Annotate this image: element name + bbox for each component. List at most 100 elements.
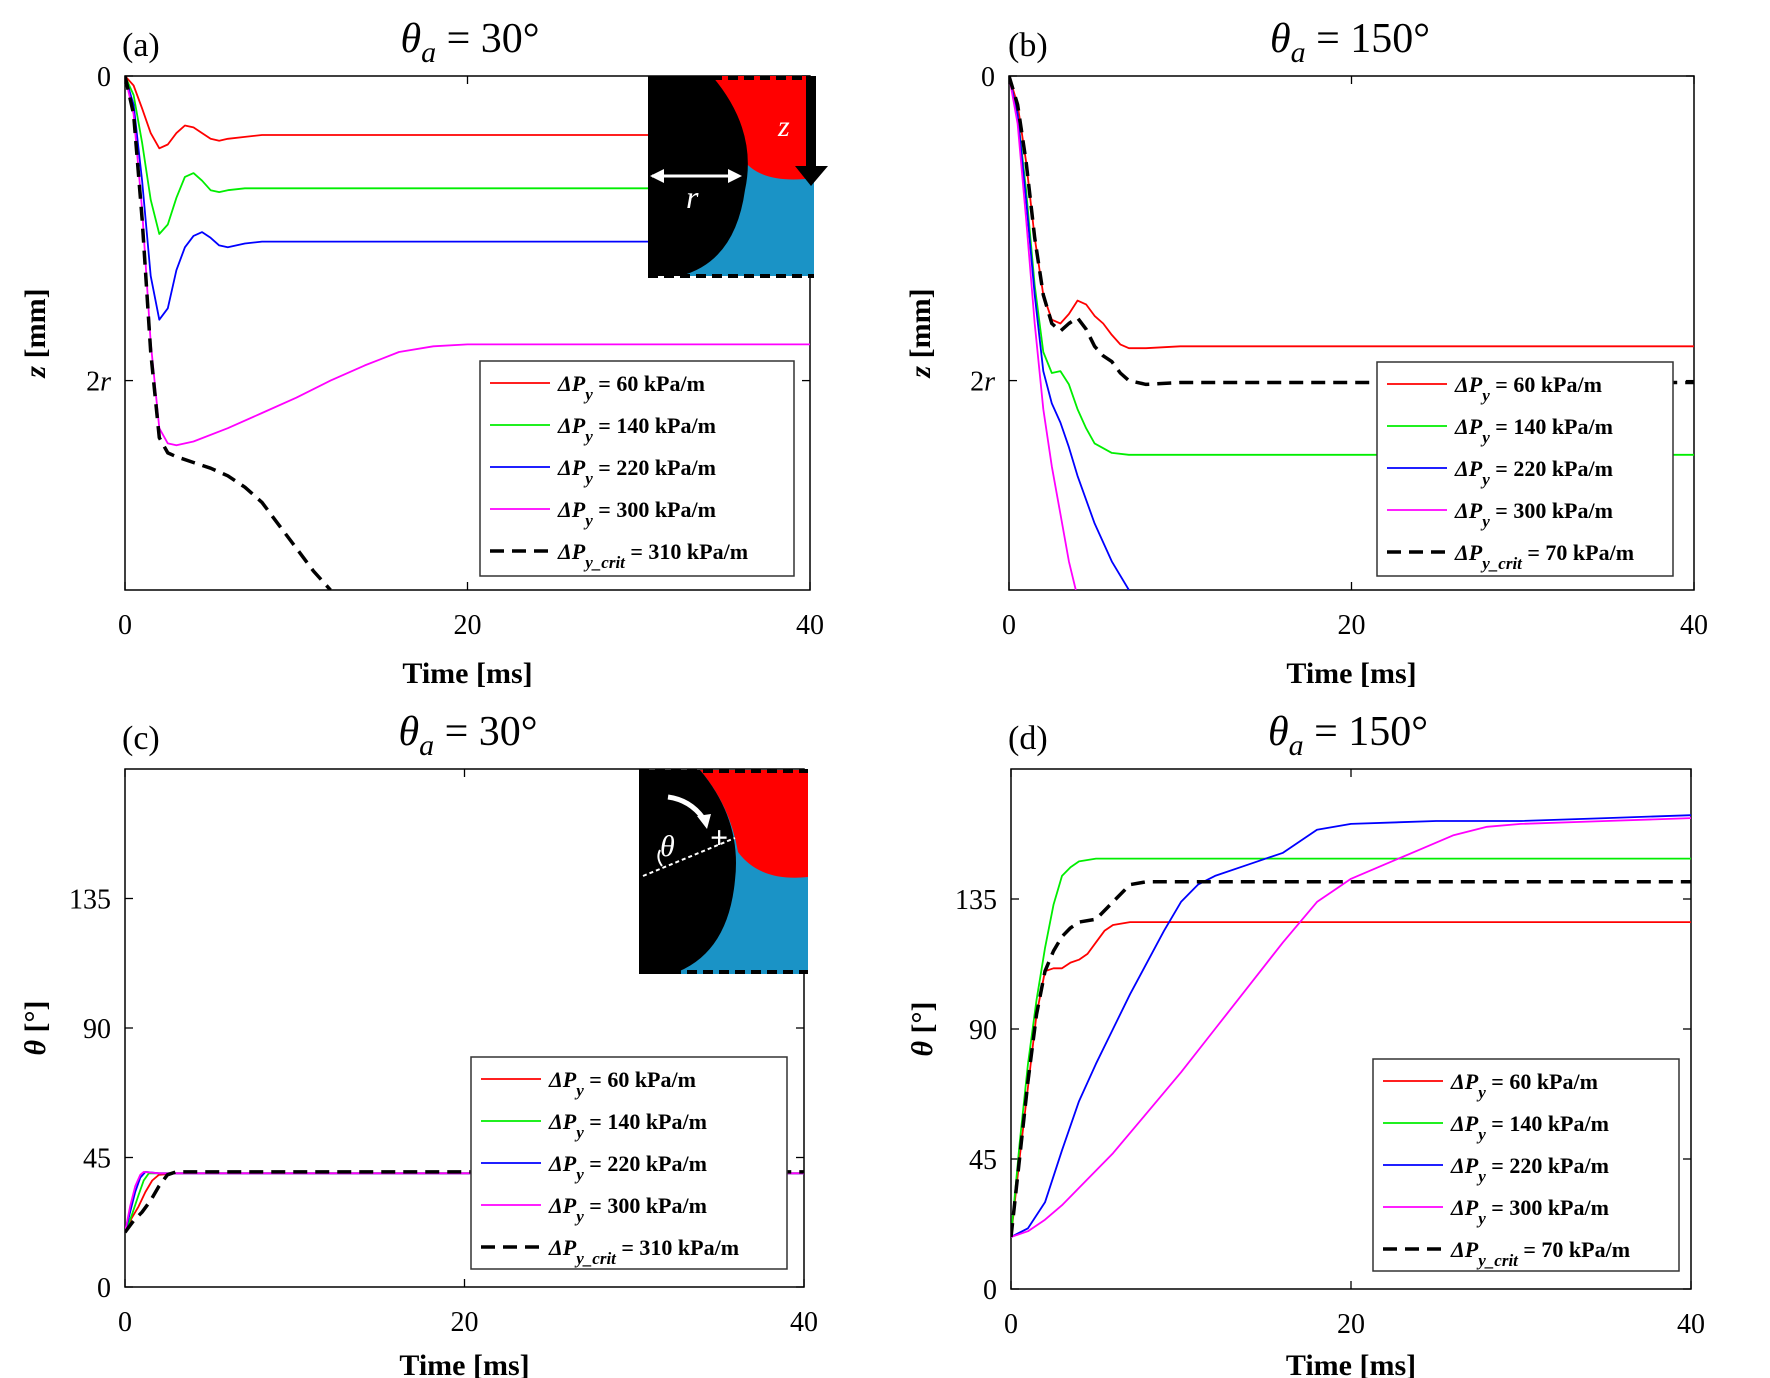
inset-schematic: θ +: [639, 769, 808, 974]
legend-label: ΔPy_crit = 70 kPa/m: [1450, 1237, 1630, 1270]
series-line: [125, 76, 810, 235]
y-tick-label: 135: [955, 885, 997, 916]
series-line: [1011, 814, 1691, 1238]
series-group: [125, 1170, 804, 1234]
series-group: [1009, 76, 1694, 590]
y-tick-label: 90: [83, 1014, 111, 1045]
x-tick-label: 0: [1004, 1309, 1018, 1340]
legend-label: ΔPy = 300 kPa/m: [557, 497, 716, 530]
legend-label: ΔPy = 220 kPa/m: [1454, 456, 1613, 489]
series-line: [125, 76, 810, 321]
inset-angle-arc: [657, 849, 663, 867]
panel-label: (c): [122, 720, 160, 757]
y-axis-label: θ [°]: [906, 1001, 939, 1056]
inset-rotation-arrow: [667, 794, 706, 820]
inset-plus-label: +: [710, 819, 728, 855]
inset-arrow-shaft: [806, 76, 816, 166]
y-tick-label: 0: [983, 1275, 997, 1306]
inset-oil: [648, 76, 814, 180]
y-tick-label: 0: [97, 1273, 111, 1304]
legend-label: ΔPy = 60 kPa/m: [557, 371, 705, 404]
y-axis-label: z [mm]: [19, 288, 52, 378]
legend-label: ΔPy = 300 kPa/m: [1450, 1195, 1609, 1228]
legend-label: ΔPy_crit = 310 kPa/m: [548, 1235, 739, 1268]
inset-theta-label: θ: [660, 830, 675, 863]
x-tick-label: 20: [451, 1307, 479, 1338]
series-line: [1011, 817, 1691, 1238]
series-line: [125, 1170, 804, 1234]
series-group: [125, 76, 810, 590]
legend-label: ΔPy = 300 kPa/m: [548, 1193, 707, 1226]
legend-label: ΔPy = 220 kPa/m: [1450, 1153, 1609, 1186]
inset-grain: [639, 770, 736, 974]
legend: ΔPy = 60 kPa/m ΔPy = 140 kPa/m ΔPy = 220 k…: [1376, 361, 1674, 577]
legend-label: ΔPy = 140 kPa/m: [548, 1109, 707, 1142]
series-line: [1011, 879, 1691, 1238]
y-tick-label: 2r: [970, 367, 995, 398]
legend-label: ΔPy = 140 kPa/m: [557, 413, 716, 446]
y-tick-label: 0: [981, 62, 995, 93]
y-tick-label: 90: [969, 1015, 997, 1046]
inset-z-label: z: [777, 110, 790, 143]
legend-label: ΔPy_crit = 310 kPa/m: [557, 539, 748, 572]
legend-label: ΔPy = 60 kPa/m: [548, 1067, 696, 1100]
x-tick-label: 0: [118, 610, 132, 641]
chart-panel-d: 0 20 40 0 45 90 135 θa = 150° (d) Time [ms] θ [°] Δ…: [906, 709, 1705, 1378]
y-axis-label: z [mm]: [904, 288, 937, 378]
inset-oil: [639, 770, 808, 878]
inset-arrow-head: [795, 166, 828, 186]
y-tick-label: 45: [83, 1144, 111, 1175]
legend-label: ΔPy = 300 kPa/m: [1454, 498, 1613, 531]
legend-label: ΔPy = 140 kPa/m: [1454, 414, 1613, 447]
legend: ΔPy = 60 kPa/m ΔPy = 140 kPa/m ΔPy = 220 k…: [479, 360, 795, 577]
legend: ΔPy = 60 kPa/m ΔPy = 140 kPa/m ΔPy = 220 k…: [1372, 1058, 1680, 1272]
series-line: [1009, 76, 1130, 590]
chart-panel-b: 0 20 40 0 2r θa = 150° (b) Time [ms] z [mm] ΔPy =…: [904, 16, 1708, 690]
x-axis-label: Time [ms]: [1286, 1349, 1416, 1378]
series-line: [125, 1171, 804, 1233]
inset-r-label: r: [686, 179, 699, 215]
series-line: [1009, 76, 1694, 387]
legend-box: [1376, 361, 1674, 577]
legend-label: ΔPy = 220 kPa/m: [557, 455, 716, 488]
y-axis-label: θ [°]: [19, 1000, 52, 1055]
legend-label: ΔPy = 60 kPa/m: [1454, 372, 1602, 405]
series-line: [125, 76, 332, 590]
series-group: [1011, 814, 1691, 1238]
panel-label: (b): [1008, 27, 1048, 64]
panel-title: θa = 30°: [400, 16, 539, 69]
panel-label: (d): [1008, 720, 1048, 757]
series-line: [1009, 76, 1694, 350]
legend-label: ΔPy = 220 kPa/m: [548, 1151, 707, 1184]
legend-label: ΔPy = 60 kPa/m: [1450, 1069, 1598, 1102]
x-tick-label: 0: [118, 1307, 132, 1338]
inset-radius-arrowhead-right: [728, 169, 742, 183]
x-tick-label: 40: [1680, 610, 1708, 641]
y-tick-label: 0: [97, 62, 111, 93]
series-line: [125, 76, 810, 150]
inset-radius-arrowhead-left: [650, 169, 664, 183]
y-tick-label: 135: [69, 885, 111, 916]
inset-tangent-line: [642, 837, 736, 877]
panel-title: θa = 150°: [1270, 16, 1430, 69]
x-axis-label: Time [ms]: [402, 657, 532, 690]
legend-box: [479, 360, 795, 577]
x-tick-label: 40: [790, 1307, 818, 1338]
chart-panel-a: 0 20 40 0 2r θa = 30° (a) Time [ms] z [mm] ΔPy = …: [19, 16, 828, 690]
x-tick-label: 0: [1002, 610, 1016, 641]
legend: ΔPy = 60 kPa/m ΔPy = 140 kPa/m ΔPy = 220 k…: [470, 1056, 788, 1270]
x-tick-label: 20: [454, 610, 482, 641]
y-tick-label: 2r: [86, 367, 111, 398]
x-tick-label: 40: [1677, 1309, 1705, 1340]
panel-title: θa = 30°: [398, 709, 537, 762]
legend-label: ΔPy = 140 kPa/m: [1450, 1111, 1609, 1144]
inset-rotation-arrowhead: [697, 814, 711, 829]
panel-title: θa = 150°: [1268, 709, 1428, 762]
y-tick-label: 45: [969, 1145, 997, 1176]
x-axis-label: Time [ms]: [399, 1349, 529, 1378]
x-tick-label: 20: [1338, 610, 1366, 641]
inset-schematic: zr: [648, 76, 828, 278]
x-tick-label: 20: [1337, 1309, 1365, 1340]
legend-label: ΔPy_crit = 70 kPa/m: [1454, 540, 1634, 573]
